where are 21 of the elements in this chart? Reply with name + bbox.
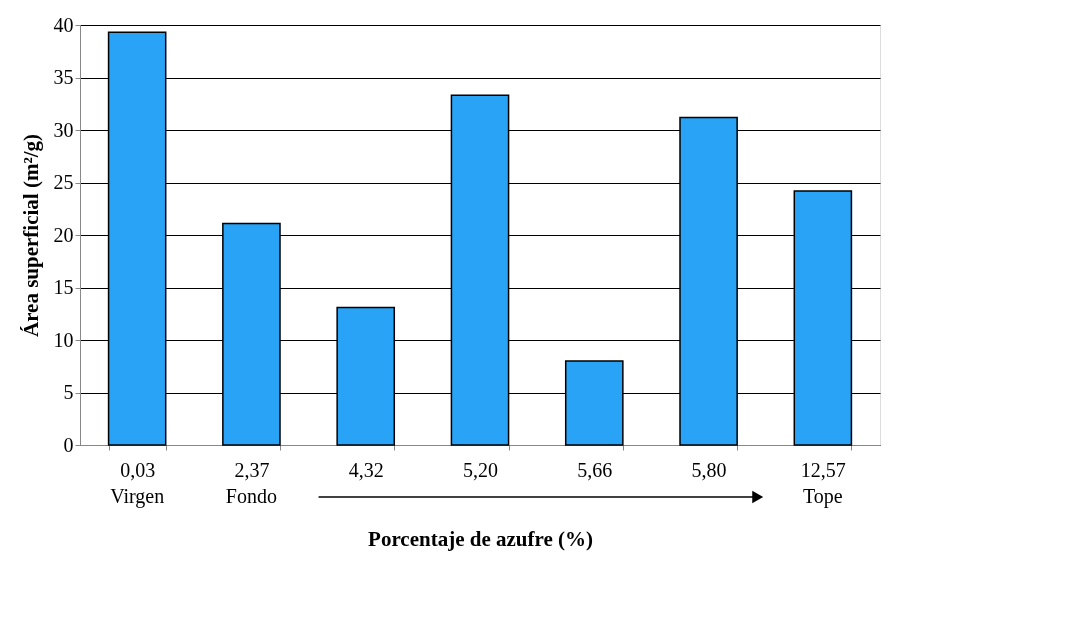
y-tick-label: 40 [53,13,74,36]
x-tick-label: 5,80 [691,458,727,481]
y-tick-label: 30 [53,118,74,141]
y-tick-label: 10 [53,328,74,351]
y-tick-label: 15 [53,276,74,298]
x-tick-label: 2,37 [234,458,270,481]
y-tick-label: 0 [63,433,74,456]
y-tick-label: 35 [53,66,74,88]
y-tick-label: 5 [63,381,74,403]
x-tick-label: 4,32 [348,458,384,481]
y-axis-title: Área superficial (m²/g) [18,133,43,338]
y-tick-label: 25 [53,171,74,193]
x-tick-label: 5,66 [577,458,613,481]
x-tick-label: 0,03 [120,458,156,481]
y-tick-label: 20 [53,223,74,246]
text: Fondo [225,485,277,507]
text: Tope [803,485,843,508]
x-tick-label: 12,57 [800,458,846,481]
text: Virgen [110,485,165,508]
x-axis-title: Porcentaje de azufre (%) [368,526,593,551]
x-tick-label: 5,20 [463,458,498,481]
